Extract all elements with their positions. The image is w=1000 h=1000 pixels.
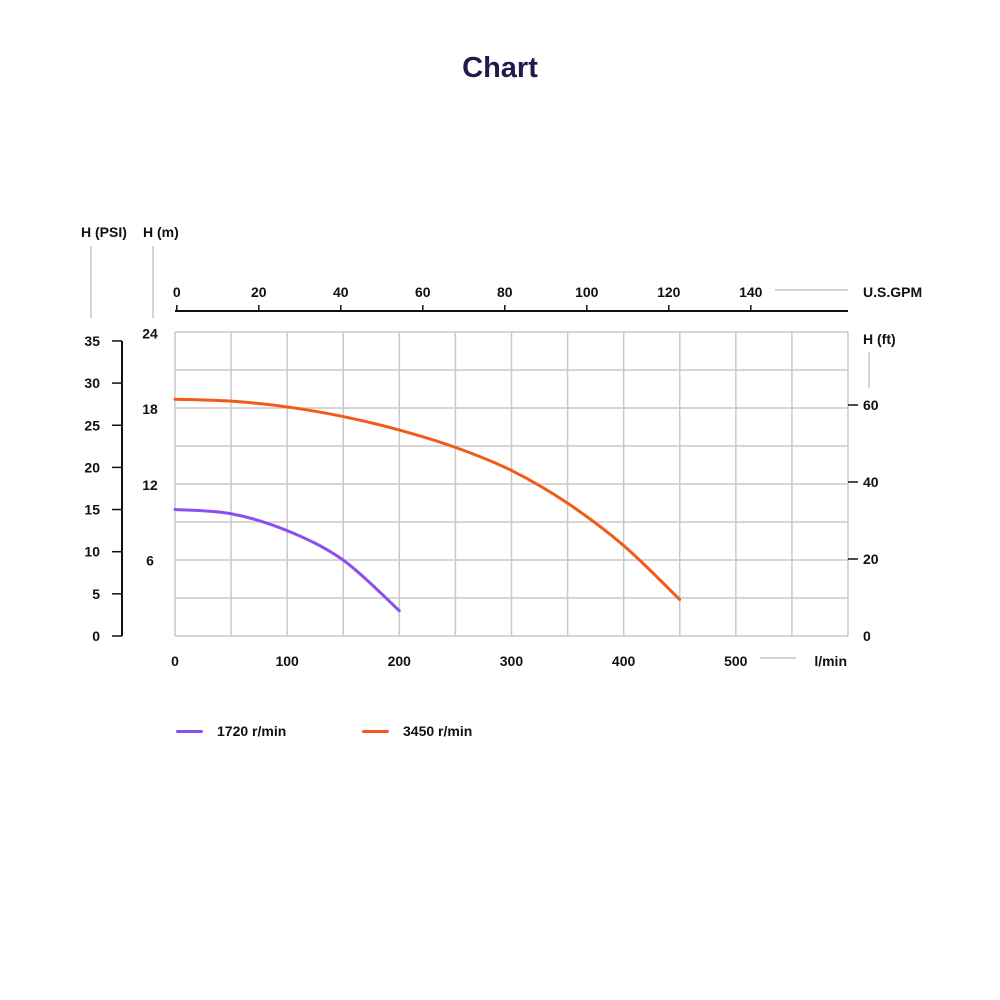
x-tick-label: 100 bbox=[275, 653, 299, 669]
x-tick-label: 400 bbox=[612, 653, 636, 669]
grid bbox=[174, 331, 849, 637]
chart-title: Chart bbox=[462, 52, 538, 84]
legend-label-1720: 1720 r/min bbox=[217, 723, 287, 739]
psi-tick-label: 35 bbox=[84, 333, 100, 349]
ft-tick-label: 40 bbox=[863, 474, 879, 490]
ft-tick-label: 0 bbox=[863, 628, 871, 644]
legend-label-3450: 3450 r/min bbox=[403, 723, 473, 739]
top-tick-label: 120 bbox=[657, 284, 681, 300]
x-axis-label: l/min bbox=[814, 653, 847, 669]
m-tick-label: 6 bbox=[146, 552, 154, 568]
series-lines bbox=[173, 397, 682, 613]
top-tick-label: 80 bbox=[497, 284, 513, 300]
m-axis-label: H (m) bbox=[143, 224, 179, 240]
x-tick-label: 300 bbox=[500, 653, 524, 669]
top-tick-label: 20 bbox=[251, 284, 267, 300]
psi-tick-label: 30 bbox=[84, 375, 100, 391]
x-tick-label: 0 bbox=[171, 653, 179, 669]
top-axis-label: U.S.GPM bbox=[863, 284, 922, 300]
ft-tick-label: 20 bbox=[863, 551, 879, 567]
psi-tick-label: 0 bbox=[92, 628, 100, 644]
legend: 1720 r/min 3450 r/min bbox=[0, 723, 1000, 747]
top-tick-label: 60 bbox=[415, 284, 431, 300]
top-tick-label: 100 bbox=[575, 284, 599, 300]
psi-tick-label: 20 bbox=[84, 459, 100, 475]
legend-swatch-3450 bbox=[362, 729, 389, 733]
top-tick-label: 40 bbox=[333, 284, 349, 300]
psi-tick-label: 15 bbox=[84, 502, 100, 518]
ft-axis-label: H (ft) bbox=[863, 331, 896, 347]
m-tick-label: 24 bbox=[142, 326, 158, 342]
legend-item-1720: 1720 r/min bbox=[176, 723, 286, 739]
legend-item-3450: 3450 r/min bbox=[362, 723, 472, 739]
psi-tick-label: 5 bbox=[92, 586, 100, 602]
psi-tick-label: 25 bbox=[84, 417, 100, 433]
m-tick-label: 12 bbox=[142, 477, 158, 493]
top-tick-label: 140 bbox=[739, 284, 763, 300]
m-tick-label: 18 bbox=[142, 401, 158, 417]
ft-tick-label: 60 bbox=[863, 397, 879, 413]
psi-axis-label: H (PSI) bbox=[81, 224, 127, 240]
x-tick-label: 500 bbox=[724, 653, 748, 669]
top-tick-label: 0 bbox=[173, 284, 181, 300]
legend-swatch-1720 bbox=[176, 729, 203, 733]
series-line-1720 bbox=[173, 508, 401, 613]
x-tick-label: 200 bbox=[388, 653, 412, 669]
series-line-3450 bbox=[173, 397, 682, 601]
psi-tick-label: 10 bbox=[84, 544, 100, 560]
